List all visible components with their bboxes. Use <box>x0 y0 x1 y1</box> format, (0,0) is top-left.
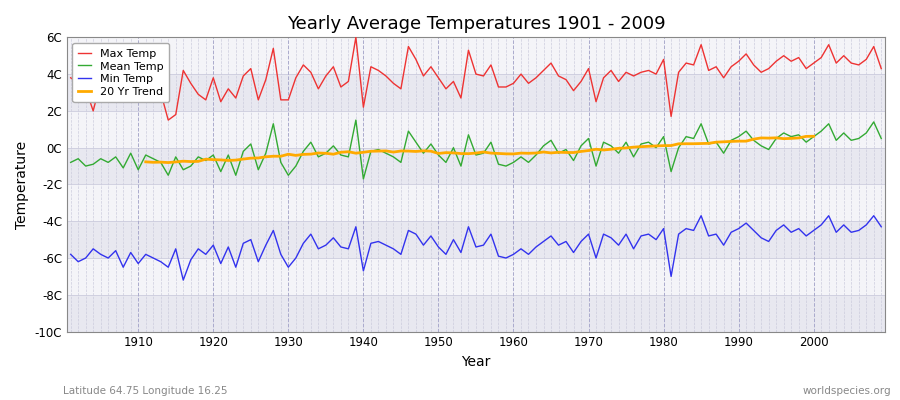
X-axis label: Year: Year <box>462 355 490 369</box>
Bar <box>67 258 885 295</box>
Line: Max Temp: Max Temp <box>71 37 881 120</box>
Min Temp <box>298 241 309 246</box>
Min Temp <box>606 235 616 240</box>
Line: 20 Yr Trend: 20 Yr Trend <box>146 136 814 162</box>
Text: Latitude 64.75 Longitude 16.25: Latitude 64.75 Longitude 16.25 <box>63 386 228 396</box>
Max Temp <box>613 79 624 84</box>
Min Temp <box>696 213 706 218</box>
Mean Temp <box>336 153 346 158</box>
Mean Temp <box>125 151 136 156</box>
Mean Temp <box>516 154 526 159</box>
Legend: Max Temp, Mean Temp, Min Temp, 20 Yr Trend: Max Temp, Mean Temp, Min Temp, 20 Yr Tre… <box>73 43 169 102</box>
Bar <box>67 148 885 184</box>
Mean Temp <box>876 136 886 141</box>
Max Temp <box>523 81 534 86</box>
Mean Temp <box>358 176 369 181</box>
20 Yr Trend <box>163 160 174 165</box>
Max Temp <box>125 74 136 78</box>
Mean Temp <box>523 160 534 165</box>
20 Yr Trend <box>140 160 151 164</box>
20 Yr Trend <box>808 134 819 139</box>
20 Yr Trend <box>238 157 248 162</box>
Min Temp <box>178 278 189 282</box>
Min Temp <box>66 252 77 257</box>
Mean Temp <box>66 160 77 165</box>
Max Temp <box>350 35 361 40</box>
Title: Yearly Average Temperatures 1901 - 2009: Yearly Average Temperatures 1901 - 2009 <box>286 15 665 33</box>
Min Temp <box>125 250 136 255</box>
Max Temp <box>876 66 886 71</box>
Line: Mean Temp: Mean Temp <box>71 120 881 179</box>
Bar <box>67 221 885 258</box>
20 Yr Trend <box>613 146 624 151</box>
Min Temp <box>876 224 886 229</box>
Max Temp <box>298 62 309 67</box>
Min Temp <box>343 246 354 251</box>
Mean Temp <box>350 118 361 122</box>
20 Yr Trend <box>350 151 361 156</box>
Max Temp <box>163 118 174 122</box>
Bar <box>67 295 885 332</box>
Min Temp <box>516 246 526 251</box>
20 Yr Trend <box>786 136 796 141</box>
Min Temp <box>508 252 519 257</box>
Y-axis label: Temperature: Temperature <box>15 140 29 228</box>
20 Yr Trend <box>703 141 714 146</box>
Bar <box>67 37 885 74</box>
Mean Temp <box>613 151 624 156</box>
20 Yr Trend <box>718 139 729 144</box>
Max Temp <box>66 75 77 80</box>
Text: worldspecies.org: worldspecies.org <box>803 386 891 396</box>
Bar <box>67 74 885 111</box>
Bar <box>67 184 885 221</box>
Line: Min Temp: Min Temp <box>71 216 881 280</box>
Bar <box>67 111 885 148</box>
Max Temp <box>343 79 354 84</box>
Mean Temp <box>291 164 302 168</box>
Max Temp <box>516 72 526 76</box>
